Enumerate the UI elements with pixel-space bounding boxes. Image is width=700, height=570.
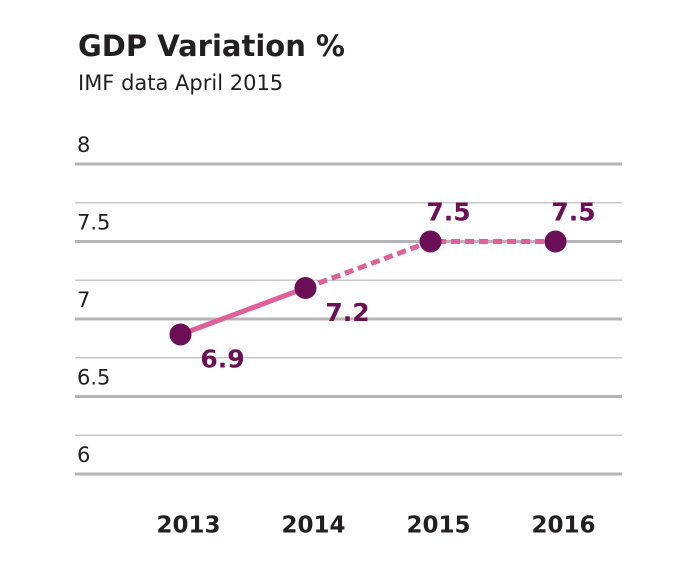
marker <box>419 230 442 253</box>
marker <box>294 277 317 299</box>
x-tick-label: 2015 <box>406 513 470 539</box>
value-label: 7.5 <box>551 198 595 227</box>
value-label: 7.5 <box>426 198 470 227</box>
x-tick-label: 2013 <box>156 513 220 539</box>
y-tick-label: 7 <box>77 288 90 312</box>
y-tick-label: 6.5 <box>77 366 110 390</box>
value-label: 6.9 <box>200 345 244 374</box>
y-tick-label: 6 <box>77 443 90 467</box>
marker <box>544 230 567 253</box>
chart-subtitle: IMF data April 2015 <box>78 71 283 95</box>
marker <box>169 323 192 346</box>
chart-title: GDP Variation % <box>78 29 345 63</box>
x-tick-label: 2014 <box>281 513 345 539</box>
value-label: 7.2 <box>325 298 369 327</box>
y-tick-label: 7.5 <box>77 211 110 235</box>
line-solid <box>179 285 307 337</box>
x-tick-label: 2016 <box>531 513 595 539</box>
y-tick-label: 8 <box>77 133 90 157</box>
